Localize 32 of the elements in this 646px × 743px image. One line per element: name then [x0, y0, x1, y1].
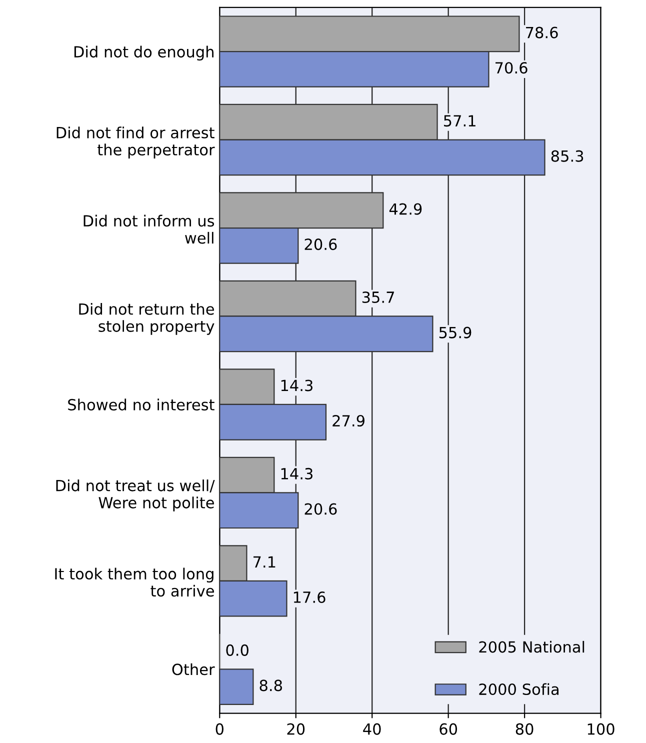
data-label: 17.6 — [294, 591, 326, 604]
data-label: 14.3 — [281, 468, 312, 480]
data-label: 8.8 — [260, 680, 282, 692]
data-label: 27.9 — [332, 414, 364, 427]
y-tick-label: Did not treat us well/ Were not polite — [56, 480, 215, 512]
data-label: 55.9 — [439, 326, 472, 338]
data-label: 0.0 — [226, 644, 248, 656]
y-tick-label: It took them too long to arrive — [55, 568, 214, 597]
y-tick-label: Showed no interest — [68, 398, 214, 410]
data-label: 70.6 — [496, 62, 528, 74]
x-tick-label: 20 — [287, 723, 305, 735]
data-label: 7.1 — [254, 556, 276, 568]
y-tick-label: Did not return the stolen property — [79, 303, 214, 335]
x-tick-label: 100 — [588, 723, 614, 735]
legend-label: 2005 National — [479, 640, 584, 653]
data-label: 35.7 — [362, 291, 394, 304]
y-tick-label: Did not do enough — [74, 46, 214, 61]
data-label: 85.3 — [551, 150, 584, 162]
x-tick-label: 0 — [216, 723, 224, 735]
x-tick-label: 60 — [440, 723, 458, 735]
data-label: 42.9 — [389, 203, 422, 215]
y-tick-label: Did not find or arrest the perpetrator — [56, 126, 215, 158]
data-label: 14.3 — [281, 380, 312, 392]
legend-label: 2000 Sofia — [479, 683, 558, 696]
x-tick-label: 40 — [363, 723, 381, 735]
y-tick-label: Did not inform us well — [84, 214, 214, 244]
data-label: 20.6 — [304, 503, 337, 515]
y-tick-label: Other — [172, 663, 215, 676]
x-tick-label: 80 — [516, 723, 534, 735]
data-label: 78.6 — [526, 26, 558, 38]
data-label: 57.1 — [444, 115, 476, 127]
data-label: 20.6 — [304, 238, 337, 250]
